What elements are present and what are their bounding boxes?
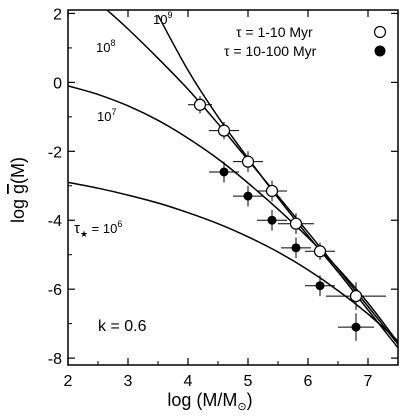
svg-text:log g(M): log g(M)	[8, 157, 28, 223]
open-data-point	[209, 122, 239, 140]
y-tick-label: -2	[48, 144, 62, 161]
x-tick-label: 4	[184, 373, 193, 390]
plot-frame	[67, 9, 399, 366]
curve-label-9: 109	[153, 10, 172, 27]
open-circle-marker	[193, 98, 207, 111]
open-circle-marker	[313, 245, 327, 258]
filled-data-point	[233, 185, 263, 207]
x-tick-label: 2	[64, 373, 73, 390]
y-tick-label: -8	[48, 351, 62, 368]
open-circle-marker	[241, 155, 255, 168]
open-data-point	[278, 213, 314, 235]
x-tick-label: 5	[244, 373, 253, 390]
filled-circle-marker	[267, 215, 277, 225]
legend-marker-open	[373, 25, 387, 39]
y-axis-label: log g(M)	[8, 157, 28, 223]
model-curve-6	[68, 181, 399, 342]
legend-label-open: τ = 1-10 Myr	[236, 24, 313, 40]
y-tick-label: -6	[48, 282, 62, 299]
open-circle-marker	[289, 217, 303, 230]
open-data-point	[188, 96, 212, 114]
filled-circle-marker	[243, 191, 253, 201]
model-curve-7	[68, 85, 399, 344]
filled-data-point	[257, 209, 287, 231]
open-data-point	[305, 242, 335, 260]
curve-label-6: τ★ = 106	[74, 219, 122, 239]
legend-marker-filled	[374, 45, 386, 57]
open-circle-marker	[349, 289, 363, 303]
model-curve-labels: τ★ = 106 107 108 109	[74, 10, 172, 239]
model-curves	[68, 9, 399, 349]
x-tick-label: 6	[304, 373, 313, 390]
open-data-point	[257, 180, 287, 202]
filled-data-point	[305, 275, 335, 297]
filled-data-point	[281, 237, 311, 259]
curve-label-7: 107	[97, 107, 116, 124]
filled-data-point	[209, 161, 239, 183]
legend: τ = 1-10 Myr τ = 10-100 Myr	[224, 24, 387, 59]
filled-data-point	[338, 313, 374, 341]
y-tick-label: -4	[48, 213, 62, 230]
x-axis-ticks: 2 3 4 5 6 7	[64, 10, 373, 390]
x-tick-label: 3	[124, 373, 133, 390]
x-axis-label: log (M/M⊙)	[167, 390, 252, 413]
open-data-point	[233, 151, 263, 172]
y-tick-label: 0	[53, 75, 62, 92]
open-circle-marker	[265, 184, 279, 198]
filled-circle-marker	[351, 322, 361, 332]
open-data-point	[326, 282, 386, 310]
filled-circle-marker	[219, 167, 229, 177]
legend-label-filled: τ = 10-100 Myr	[224, 43, 317, 59]
y-tick-label: 2	[53, 6, 62, 23]
filled-circle-marker	[315, 281, 325, 291]
annotation-k: k = 0.6	[98, 318, 147, 335]
x-tick-label: 7	[364, 373, 373, 390]
curve-label-8: 108	[96, 38, 115, 55]
open-circle-marker	[217, 124, 231, 137]
y-axis-ticks: 2 0 -2 -4 -6 -8	[48, 6, 398, 368]
y-axis-label-g: g	[8, 184, 28, 194]
filled-circle-marker	[291, 243, 301, 253]
data-points	[188, 96, 386, 341]
